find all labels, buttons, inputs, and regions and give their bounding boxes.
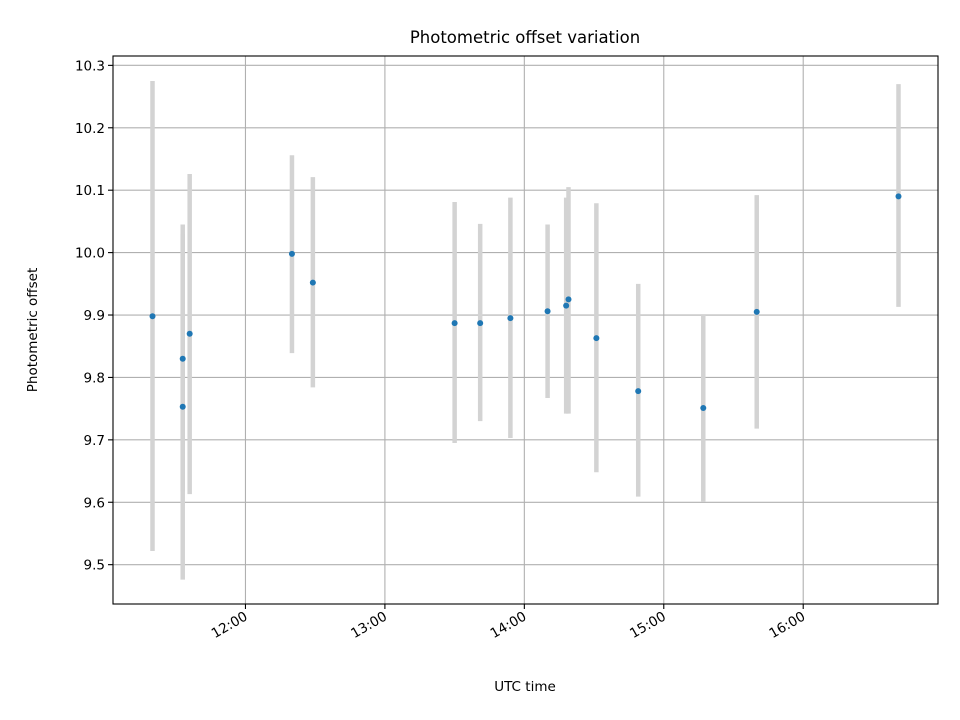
- data-point: [309, 279, 316, 286]
- data-point: [149, 313, 156, 320]
- y-tick-label: 10.2: [75, 121, 105, 137]
- y-tick-label: 10.0: [75, 246, 105, 262]
- data-point: [477, 320, 484, 327]
- y-tick-label: 9.6: [84, 495, 105, 511]
- data-point: [179, 355, 186, 362]
- plot-frame: [112, 55, 939, 605]
- chart-title: Photometric offset variation: [410, 28, 640, 47]
- data-point: [635, 388, 642, 395]
- y-tick-label: 9.9: [84, 308, 105, 324]
- data-point: [753, 308, 760, 315]
- data-point: [451, 320, 458, 327]
- y-tick-label: 9.5: [84, 558, 105, 574]
- data-point: [507, 315, 514, 322]
- data-point: [186, 330, 193, 337]
- data-point: [700, 405, 707, 412]
- y-axis-ticks: 9.5 9.6 9.7 9.8 9.9 10.0 10.1 10.2 10.3: [75, 58, 113, 574]
- grid-lines: [113, 56, 938, 604]
- data-point: [179, 403, 186, 410]
- data-point: [565, 296, 572, 303]
- y-tick-label: 10.1: [75, 183, 105, 199]
- x-axis-label: UTC time: [494, 679, 556, 695]
- data-point: [895, 193, 902, 200]
- data-point: [288, 250, 295, 257]
- data-point: [563, 302, 570, 309]
- y-tick-label: 10.3: [75, 58, 105, 74]
- y-axis-label: Photometric offset: [25, 268, 41, 392]
- data-points: [149, 193, 902, 412]
- data-point: [593, 335, 600, 342]
- data-point: [544, 308, 551, 315]
- y-tick-label: 9.8: [84, 370, 105, 386]
- y-tick-label: 9.7: [84, 433, 105, 449]
